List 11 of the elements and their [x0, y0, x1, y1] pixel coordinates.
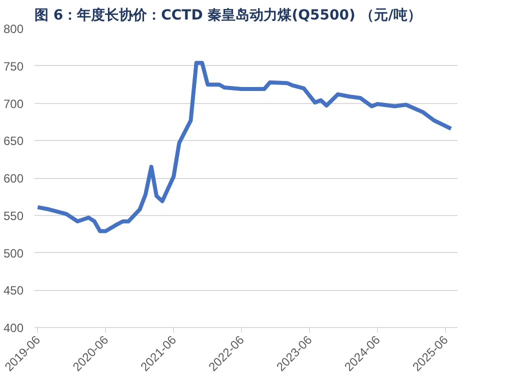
y-tick-label: 700: [3, 96, 24, 111]
line-series: [36, 60, 453, 234]
y-tick-label: 500: [3, 246, 24, 260]
y-tick-label: 550: [3, 208, 24, 223]
y-tick-label: 800: [3, 22, 24, 36]
y-tick-label: 650: [3, 134, 24, 148]
y-tick-label: 750: [3, 59, 24, 74]
y-tick-label: 600: [3, 172, 24, 186]
y-tick-label: 400: [3, 321, 24, 335]
y-tick-label: 450: [3, 284, 24, 298]
chart-title: 图 6：年度长协价：CCTD 秦皇岛动力煤(Q5500) （元/吨）: [34, 6, 422, 24]
